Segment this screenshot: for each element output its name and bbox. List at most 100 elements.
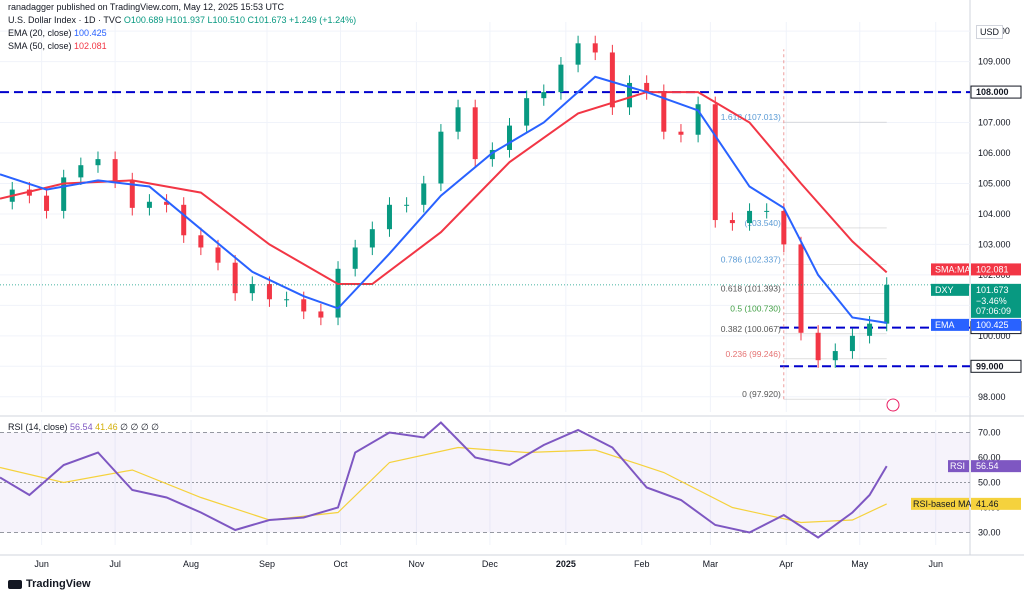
candle-body (747, 210, 753, 224)
candle-body (695, 104, 701, 135)
symbol-title: U.S. Dollar Index · 1D · TVC (8, 15, 122, 25)
x-tick-label: Jul (109, 559, 121, 569)
x-tick-label: Nov (408, 559, 425, 569)
fib-level-label: 0.786 (102.337) (721, 255, 781, 265)
candle-body (112, 159, 118, 181)
ema-price-name: EMA (935, 320, 955, 330)
candle-body (712, 104, 718, 221)
fib-level-label: 0.618 (101.393) (721, 283, 781, 293)
candle-body (266, 284, 272, 300)
rsi-line (0, 421, 888, 539)
candle-body (61, 177, 67, 211)
rsi-legend: RSI (14, close) 56.54 41.46 ∅ ∅ ∅ ∅ (8, 422, 160, 432)
candle-body (369, 229, 375, 248)
candle-body (644, 82, 650, 93)
candle-body (798, 244, 804, 333)
rsi-y-tick-label: 70.00 (978, 428, 1001, 438)
dxy-price-name: DXY (935, 285, 954, 295)
y-tick-label: 106.000 (978, 148, 1011, 158)
fib-level-label: 0 (97.920) (742, 389, 781, 399)
level-price-tag (970, 85, 1022, 99)
dxy-price-value-tag (971, 283, 1021, 318)
rsi-name: RSI (950, 461, 965, 471)
candle-body (318, 311, 324, 318)
published-line: ranadagger published on TradingView.com,… (8, 2, 285, 12)
rsi-ma-name: RSI-based MA (913, 499, 972, 509)
y-tick-label: 107.000 (978, 118, 1011, 128)
fib-level-label: 0.236 (99.246) (726, 349, 781, 359)
candle-body (832, 351, 838, 361)
x-tick-label: Sep (259, 559, 275, 569)
candle-body (438, 131, 444, 184)
sma50-line (0, 91, 888, 285)
rsi-name-tag (948, 460, 969, 473)
rsi-y-tick-label: 60.00 (978, 453, 1001, 463)
candle-body (541, 92, 547, 99)
candle-body (335, 268, 341, 318)
rsi-y-tick-label: 50.00 (978, 478, 1001, 488)
x-tick-label: Aug (183, 559, 199, 569)
x-tick-label: May (851, 559, 869, 569)
ohlc-values: O100.689 H101.937 L100.510 C101.673 +1.2… (123, 15, 357, 25)
sma-price-name-tag (931, 263, 969, 276)
flash-icon (886, 398, 900, 412)
sma-price-value-tag (971, 263, 1021, 276)
candle-body (352, 247, 358, 269)
currency-label[interactable]: USD (976, 25, 1004, 39)
dxy-countdown: 07:06:09 (976, 306, 1011, 316)
dxy-change: −3.46% (976, 296, 1007, 306)
title-ohlc-line: U.S. Dollar Index · 1D · TVC O100.689 H1… (8, 15, 356, 25)
dxy-price-value: 101.673 (976, 285, 1009, 295)
ema-legend: EMA (20, close) 100.425 (8, 28, 107, 38)
y-tick-label: 104.000 (978, 209, 1011, 219)
candle-body (472, 107, 478, 160)
sma-price-name: SMA:MA (935, 264, 971, 274)
candle-body (506, 125, 512, 150)
candle-body (815, 332, 821, 361)
candle-body (884, 284, 890, 324)
candle-body (575, 43, 581, 65)
x-tick-label: Jun (34, 559, 49, 569)
ema-price-value: 100.425 (976, 320, 1009, 330)
candle-body (678, 131, 684, 135)
candle-body (489, 149, 495, 160)
candle-body (455, 107, 461, 132)
rsi-ma-value-tag (971, 497, 1021, 510)
candle-body (386, 204, 392, 230)
candle-body (301, 299, 307, 312)
y-tick-label: 100.000 (978, 331, 1011, 341)
candle-body (198, 235, 204, 248)
tradingview-logo: TradingView (8, 578, 91, 590)
fib-level-label: 1.618 (107.013) (721, 112, 781, 122)
x-tick-label: Dec (482, 559, 499, 569)
fib-level-label: 0.382 (100.067) (721, 324, 781, 334)
candle-body (232, 262, 238, 294)
candle-body (764, 210, 770, 212)
sma-legend: SMA (50, close) 102.081 (8, 41, 107, 51)
y-tick-label: 98.000 (978, 392, 1006, 402)
level-price-tag (970, 359, 1022, 373)
candle-body (627, 82, 633, 108)
dxy-price-name-tag (931, 283, 969, 296)
fib-level-label: 0.5 (100.730) (730, 304, 781, 314)
y-tick-label: 109.000 (978, 57, 1011, 67)
candle-body (729, 220, 735, 224)
candle-body (421, 183, 427, 205)
level-price-label: 99.000 (976, 361, 1004, 371)
sma-price-value: 102.081 (976, 264, 1009, 274)
candle-body (524, 98, 530, 126)
candle-body (164, 201, 170, 205)
candle-body (849, 335, 855, 352)
candle-body (781, 210, 787, 245)
candle-body (284, 299, 290, 301)
x-tick-label: Apr (779, 559, 793, 569)
candle-body (215, 247, 221, 263)
rsi-ma-name-tag (911, 497, 969, 510)
tradingview-icon (8, 579, 22, 589)
y-tick-label: 105.000 (978, 178, 1011, 188)
candle-body (44, 195, 50, 211)
rsi-y-tick-label: 30.00 (978, 528, 1001, 538)
candle-body (95, 159, 101, 166)
ema20-line (0, 75, 887, 324)
